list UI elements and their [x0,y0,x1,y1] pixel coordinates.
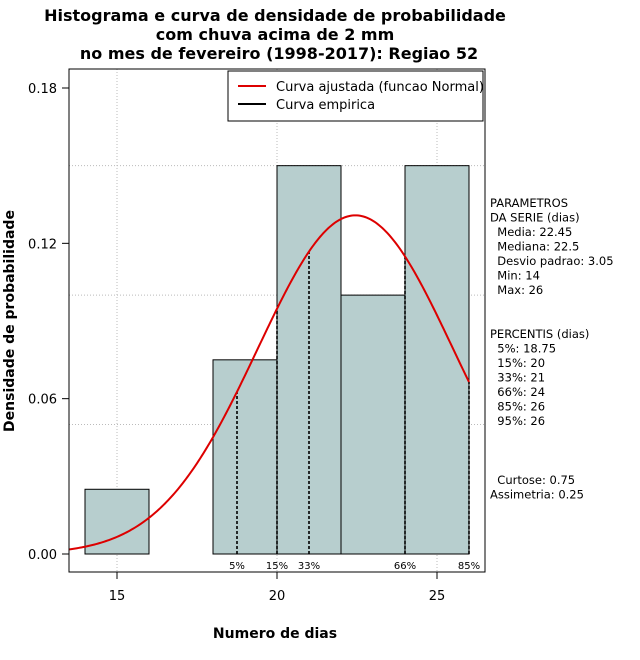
stats-percentis-0: PERCENTIS (dias) [490,327,589,341]
histogram-bars [84,165,470,555]
percentile-label-3: 66% [394,561,416,572]
histogram-bar-3 [276,165,342,555]
y-tick-label-3: 0.18 [28,82,57,97]
percentile-label-0: 5% [229,561,245,572]
x-axis-label: Numero de dias [213,626,337,642]
histogram-bar-2 [212,359,278,555]
chart-title-line-1: Histograma e curva de densidade de proba… [44,6,506,25]
stats-percentis-1: 5%: 18.75 [490,342,556,356]
histogram-bar-4 [340,294,406,555]
x-tick-label-1: 20 [269,589,286,604]
percentile-label-2: 33% [298,561,320,572]
stats-parametros-4: Desvio padrao: 3.05 [490,254,614,268]
legend-label-empirical: Curva empirica [276,98,375,113]
percentile-markers: 5% 15% 33% 66% 85% [229,251,480,572]
normal-curve [68,214,470,551]
x-tick-label-2: 25 [429,589,446,604]
chart-title-line-3: no mes de fevereiro (1998-2017): Regiao … [80,44,478,63]
stats-percentis-3: 33%: 21 [490,371,545,385]
stats-percentis-6: 95%: 26 [490,414,545,428]
chart-title-line-2: com chuva acima de 2 mm [156,25,395,44]
histogram-bar-0 [84,488,150,555]
y-axis-label: Densidade de probabilidade [2,210,18,432]
stats-shape-1: Assimetria: 0.25 [490,488,584,502]
legend: Curva ajustada (funcao Normal) Curva emp… [227,70,484,122]
legend-label-fitted: Curva ajustada (funcao Normal) [276,80,484,95]
y-axis: 0.00 0.06 0.12 0.18 [28,82,69,563]
normal-curve-path [68,214,470,551]
stats-parametros-2: Media: 22.45 [490,225,572,239]
stats-parametros-1: DA SERIE (dias) [490,211,580,225]
stats-parametros-5: Min: 14 [490,269,540,283]
y-tick-label-0: 0.00 [28,548,57,563]
percentile-label-4: 85% [458,561,480,572]
x-axis: 15 20 25 [109,572,446,604]
x-tick-label-0: 15 [109,589,126,604]
stats-parametros-3: Mediana: 22.5 [490,240,579,254]
stats-percentis-4: 66%: 24 [490,385,545,399]
stats-parametros-0: PARAMETROS [490,196,568,210]
stats-parametros-6: Max: 26 [490,283,543,297]
stats-shape-0: Curtose: 0.75 [490,473,575,487]
stats-percentis-5: 85%: 26 [490,400,545,414]
y-tick-label-1: 0.06 [28,393,57,408]
y-tick-label-2: 0.12 [28,237,57,252]
percentile-label-1: 15% [266,561,288,572]
stats-percentis-2: 15%: 20 [490,356,545,370]
legend-box [227,70,484,122]
